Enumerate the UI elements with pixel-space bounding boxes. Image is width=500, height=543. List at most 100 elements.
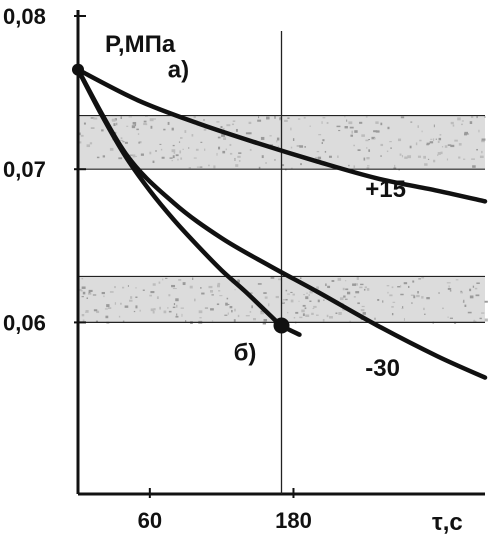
band-1-speckle xyxy=(81,277,84,280)
band-0-speckle xyxy=(326,121,329,124)
band-1-speckle xyxy=(426,297,430,300)
band-0-speckle xyxy=(427,158,430,160)
band-1-speckle xyxy=(407,285,410,288)
band-1-speckle xyxy=(349,320,352,322)
band-0-speckle xyxy=(446,158,449,161)
band-1-speckle xyxy=(135,305,138,309)
band-0-speckle xyxy=(204,148,206,151)
band-0-speckle xyxy=(131,125,136,129)
band-1-speckle xyxy=(172,306,176,309)
band-0-speckle xyxy=(363,157,366,161)
band-1-speckle xyxy=(229,305,233,309)
band-0-speckle xyxy=(407,155,412,159)
band-0-speckle xyxy=(188,167,191,169)
axes: 0,08 0,07 0,06 60 180 xyxy=(3,4,485,533)
band-1-speckle xyxy=(103,295,105,298)
band-1-speckle xyxy=(262,321,267,325)
band-0-speckle xyxy=(303,116,306,119)
band-1-speckle xyxy=(346,291,351,295)
band-1-speckle xyxy=(343,295,346,298)
band-1-speckle xyxy=(268,303,270,307)
band-0-speckle xyxy=(180,137,183,139)
y-tick-label-2: 0,06 xyxy=(3,310,46,335)
band-1-speckle xyxy=(275,295,279,299)
band-1-speckle xyxy=(299,277,302,279)
band-0-speckle xyxy=(447,144,452,146)
band-1-speckle xyxy=(411,302,413,304)
band-1-speckle xyxy=(130,296,133,299)
band-0-speckle xyxy=(368,149,371,152)
band-0-speckle xyxy=(160,148,163,151)
x-axis-title: τ,с xyxy=(432,509,463,536)
band-1-speckle xyxy=(87,292,92,295)
band-0-speckle xyxy=(479,155,484,158)
band-0-speckle xyxy=(179,150,182,154)
band-0-speckle xyxy=(120,116,123,119)
band-0-speckle xyxy=(435,138,437,140)
band-1-speckle xyxy=(81,296,84,298)
band-0-speckle xyxy=(258,116,260,119)
band-1-speckle xyxy=(218,290,221,292)
band-1-speckle xyxy=(88,290,91,294)
band-0-speckle xyxy=(235,128,238,132)
band-0-speckle xyxy=(193,157,197,159)
band-0-speckle xyxy=(238,160,241,162)
band-1-speckle xyxy=(162,278,164,281)
band-0-speckle xyxy=(368,139,371,141)
band-0-speckle xyxy=(229,152,233,155)
band-0-speckle xyxy=(481,138,486,141)
band-0-speckle xyxy=(195,148,199,151)
band-1-speckle xyxy=(387,291,389,294)
band-0-speckle xyxy=(365,116,368,118)
y-tick-label-1: 0,07 xyxy=(3,157,46,182)
band-0-speckle xyxy=(321,121,323,124)
band-1-speckle xyxy=(168,294,171,297)
x-tick-label-0: 60 xyxy=(138,508,162,533)
band-0-speckle xyxy=(430,138,433,140)
band-0-speckle xyxy=(426,143,429,146)
band-0-speckle xyxy=(203,119,205,121)
band-0-speckle xyxy=(222,150,226,154)
band-0-speckle xyxy=(454,139,458,142)
band-0-speckle xyxy=(177,158,179,161)
band-0-speckle xyxy=(373,130,378,133)
band-1-speckle xyxy=(403,282,408,285)
band-0-speckle xyxy=(79,141,82,144)
band-0-speckle xyxy=(421,130,423,133)
band-1-speckle xyxy=(260,310,263,313)
band-1-speckle xyxy=(400,293,404,296)
band-0-speckle xyxy=(338,129,341,132)
band-0-speckle xyxy=(394,164,396,168)
band-0-speckle xyxy=(322,117,326,119)
band-0-speckle xyxy=(464,133,468,136)
band-0-speckle xyxy=(266,116,270,120)
band-1-speckle xyxy=(237,279,240,283)
band-0-speckle xyxy=(481,150,483,154)
band-1-speckle xyxy=(402,306,404,309)
band-1-speckle xyxy=(403,318,406,321)
band-1-speckle xyxy=(224,314,228,316)
band-0-speckle xyxy=(120,137,123,140)
band-1-speckle xyxy=(159,306,161,310)
band-1-speckle xyxy=(185,320,187,323)
band-0-speckle xyxy=(371,136,376,140)
band-0-speckle xyxy=(235,164,239,167)
band-1-speckle xyxy=(104,308,108,310)
band-1-speckle xyxy=(109,291,114,293)
band-1-speckle xyxy=(476,282,480,284)
band-0-speckle xyxy=(248,132,252,135)
band-1-speckle xyxy=(263,292,267,294)
band-1-speckle xyxy=(306,292,308,294)
band-1-speckle xyxy=(180,307,184,309)
band-1-speckle xyxy=(257,283,262,285)
band-1-speckle xyxy=(360,309,365,312)
band-0-speckle xyxy=(417,125,419,128)
band-0-speckle xyxy=(401,155,404,158)
band-0-speckle xyxy=(299,145,304,148)
band-0-speckle xyxy=(89,142,93,145)
band-0-speckle xyxy=(367,165,370,167)
curve-annotation-1: +15 xyxy=(365,176,406,203)
band-0-speckle xyxy=(399,153,402,156)
band-0-speckle xyxy=(351,130,353,134)
band-1-speckle xyxy=(106,304,110,308)
